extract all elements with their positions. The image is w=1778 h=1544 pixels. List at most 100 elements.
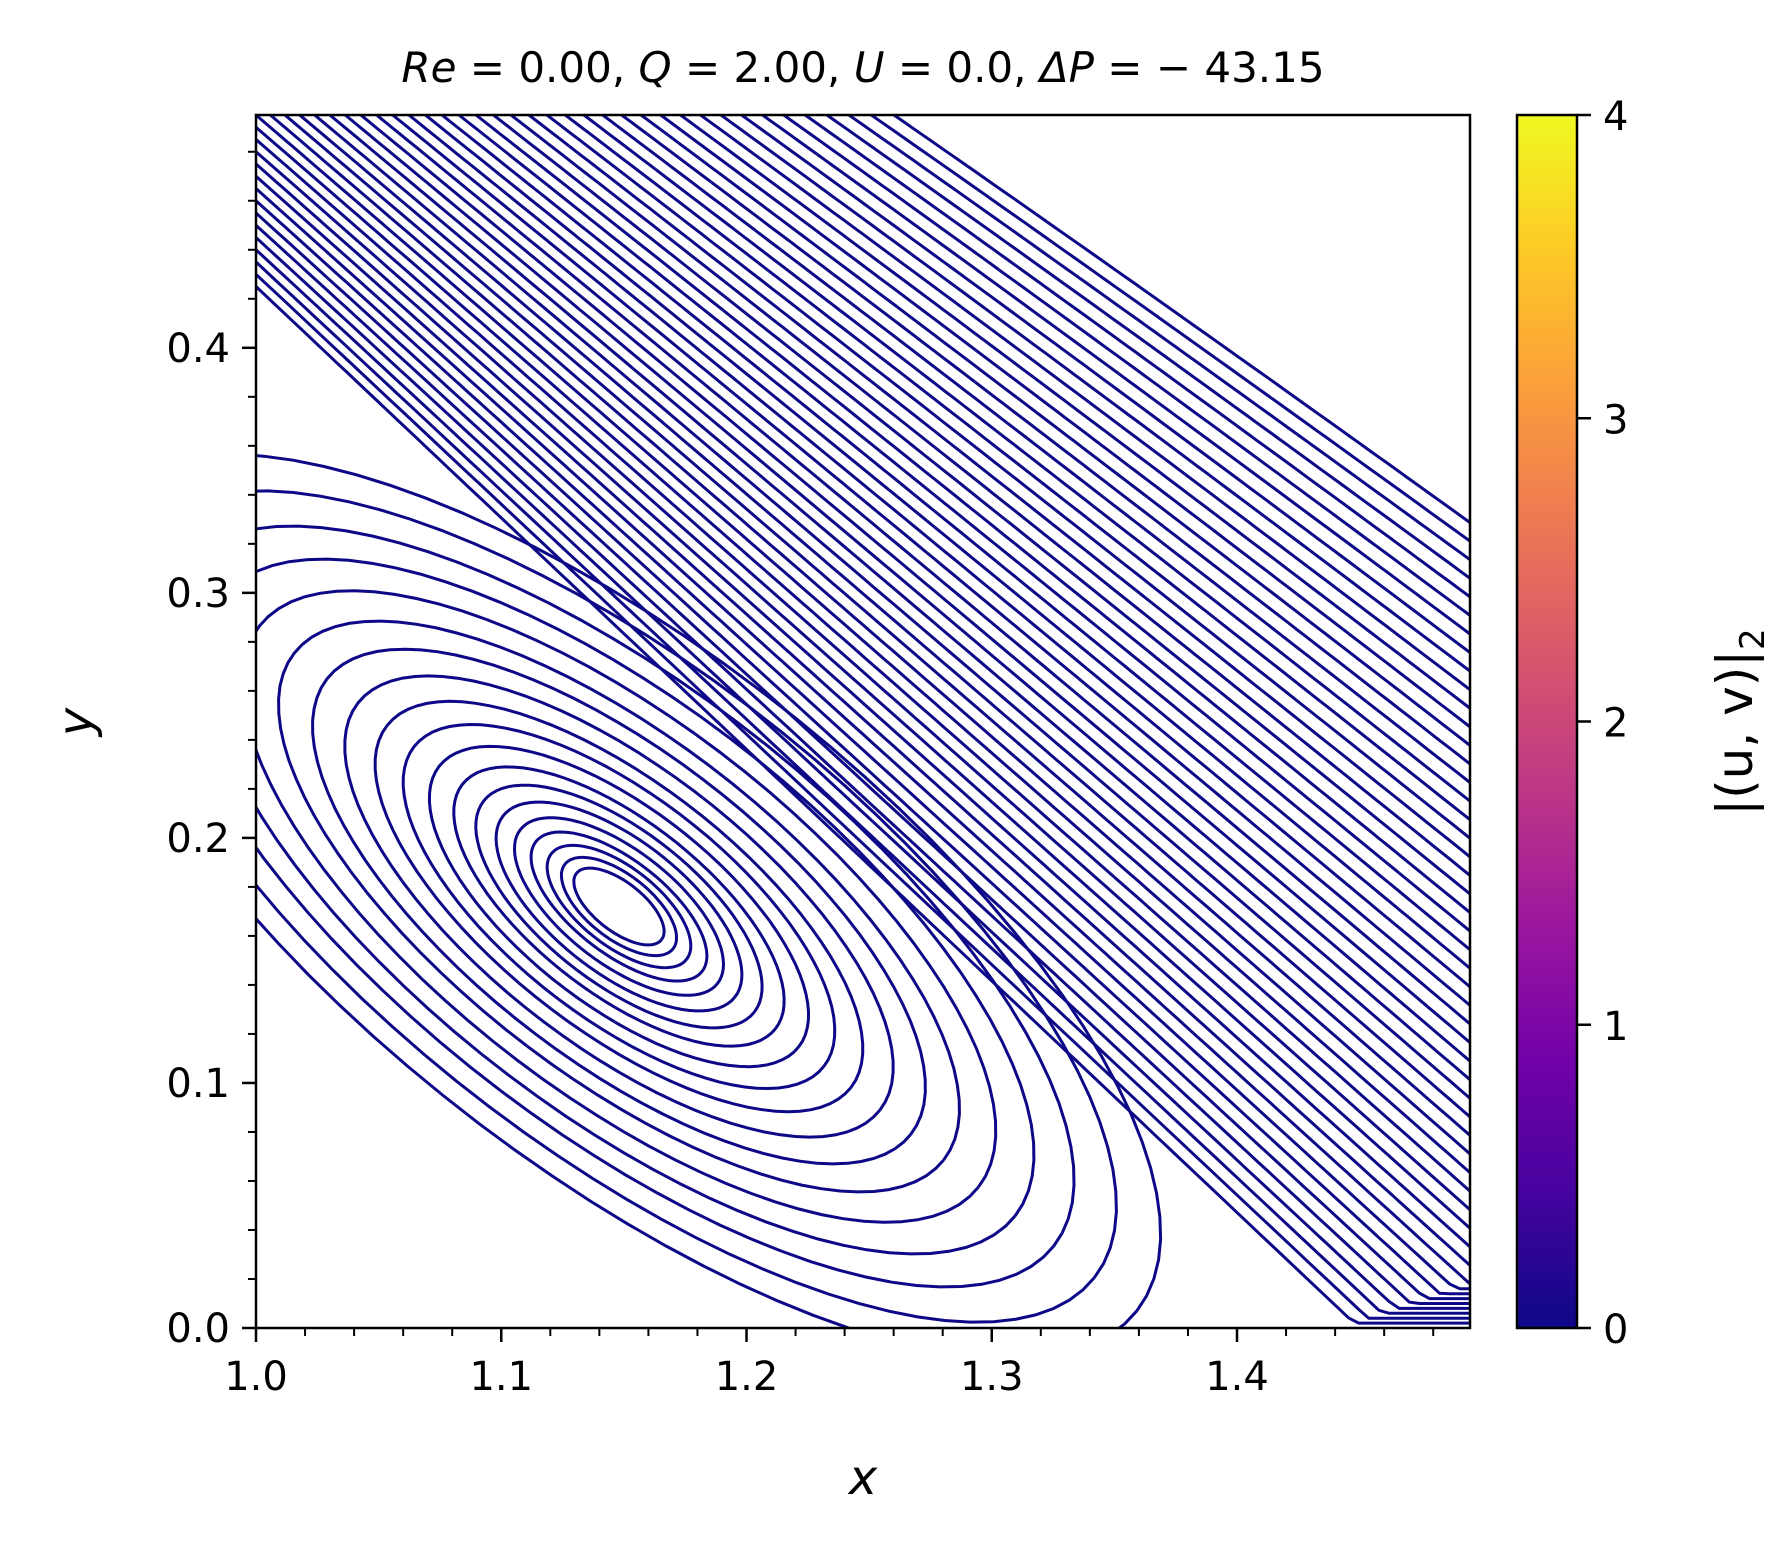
outer-streamline bbox=[256, 115, 1470, 1174]
y-tick-label: 0.0 bbox=[166, 1306, 230, 1352]
outer-streamline bbox=[342, 115, 1470, 1063]
outer-streamline bbox=[846, 115, 1470, 561]
outer-streamline bbox=[390, 115, 1470, 1007]
colorbar-label: |(u, v)|2 bbox=[1706, 628, 1773, 815]
outer-streamline bbox=[802, 115, 1470, 599]
vortex-streamline bbox=[256, 589, 998, 1224]
outer-streamline bbox=[256, 211, 1470, 1296]
outer-streamline bbox=[256, 150, 1470, 1230]
outer-streamline bbox=[508, 115, 1470, 877]
outer-streamline bbox=[562, 115, 1470, 821]
title-q-value: = 2.00, bbox=[672, 43, 854, 92]
outer-streamline bbox=[256, 285, 1470, 1325]
outer-streamline bbox=[268, 115, 1470, 1156]
y-tick-label: 0.2 bbox=[166, 816, 230, 862]
outer-streamline bbox=[358, 115, 1470, 1044]
title-re: Re bbox=[401, 43, 456, 92]
vortex-streamline bbox=[427, 744, 811, 1069]
vortex-streamline bbox=[512, 816, 726, 997]
outer-streamline bbox=[256, 138, 1470, 1211]
vortex-streamline bbox=[559, 855, 679, 958]
title-q: Q bbox=[639, 43, 672, 92]
title-re-value: = 0.00, bbox=[456, 43, 638, 92]
colorbar-label-main: |(u, v)| bbox=[1706, 650, 1764, 816]
outer-streamline bbox=[256, 273, 1470, 1320]
title-dp-value: = − 43.15 bbox=[1094, 43, 1325, 92]
outer-streamline bbox=[781, 115, 1470, 617]
vortex-streamline bbox=[572, 866, 666, 947]
outer-streamline bbox=[868, 115, 1470, 543]
outer-streamline bbox=[256, 187, 1470, 1286]
vortex-streamline bbox=[256, 489, 1118, 1324]
outer-streamline bbox=[581, 115, 1470, 803]
title-u: U bbox=[854, 43, 885, 92]
outer-streamline bbox=[526, 115, 1470, 859]
axis-ticks: 1.0 1.1 1.2 1.3 1.4 0.0 0.1 0.2 0.3 0.4 bbox=[166, 150, 1435, 1400]
outer-streamline bbox=[619, 115, 1470, 766]
outer-streamline bbox=[256, 224, 1470, 1301]
outer-streamline bbox=[824, 115, 1470, 580]
outer-streamline bbox=[456, 115, 1470, 933]
outer-streamline bbox=[374, 115, 1470, 1026]
outer-streamline bbox=[312, 115, 1470, 1100]
vortex-streamline bbox=[311, 647, 927, 1166]
outer-streamline bbox=[638, 115, 1470, 747]
x-tick-label: 1.3 bbox=[960, 1354, 1024, 1400]
outer-streamline bbox=[677, 115, 1470, 710]
outer-streamline bbox=[600, 115, 1470, 784]
y-axis-label: y bbox=[48, 707, 104, 738]
outer-streamline bbox=[490, 115, 1470, 896]
outer-streamline bbox=[256, 260, 1470, 1315]
plot-frame bbox=[254, 113, 1472, 1330]
colorbar-tick-label: 0 bbox=[1603, 1307, 1628, 1353]
colorbar-tick-label: 3 bbox=[1603, 397, 1628, 443]
vortex-streamline bbox=[343, 674, 895, 1139]
outer-streamline bbox=[256, 248, 1470, 1310]
vortex-streamline bbox=[256, 557, 1036, 1256]
outer-streamline bbox=[759, 115, 1470, 636]
colorbar-tick-label: 4 bbox=[1603, 94, 1628, 140]
title-u-value: = 0.0, bbox=[884, 43, 1039, 92]
vortex-streamline bbox=[545, 843, 693, 970]
outer-streamline bbox=[297, 115, 1470, 1119]
outer-streamline bbox=[422, 115, 1470, 970]
outer-streamline bbox=[891, 115, 1470, 524]
colorbar-ticks: 0 1 2 3 4 bbox=[1577, 94, 1628, 1353]
outer-streamline bbox=[256, 175, 1470, 1267]
outer-streamline bbox=[439, 115, 1470, 951]
vortex-streamline bbox=[373, 699, 865, 1114]
outer-streamline bbox=[256, 126, 1470, 1193]
streamlines-group bbox=[256, 115, 1470, 1328]
vortex-streamline bbox=[452, 765, 786, 1048]
x-tick-label: 1.4 bbox=[1205, 1354, 1269, 1400]
outer-streamline bbox=[282, 115, 1470, 1137]
y-tick-label: 0.4 bbox=[166, 326, 230, 372]
outer-streamline bbox=[256, 162, 1470, 1249]
vortex-streamline bbox=[401, 722, 837, 1091]
outer-streamline bbox=[698, 115, 1470, 691]
outer-streamline bbox=[256, 199, 1470, 1291]
title-dp: ΔP bbox=[1037, 43, 1095, 92]
vortex-streamline bbox=[256, 454, 1163, 1328]
vortex-streamline bbox=[474, 783, 764, 1030]
outer-streamline bbox=[327, 115, 1470, 1081]
vortex-streamline bbox=[277, 619, 961, 1194]
outer-streamline bbox=[658, 115, 1470, 729]
outer-streamline bbox=[544, 115, 1470, 840]
colorbar bbox=[1515, 113, 1579, 1330]
outer-streamline bbox=[739, 115, 1470, 654]
colorbar-label-subscript: 2 bbox=[1733, 628, 1773, 650]
outer-streamline bbox=[256, 236, 1470, 1305]
colorbar-tick-label: 1 bbox=[1603, 1004, 1628, 1050]
chart-title: Re = 0.00, Q = 2.00, U = 0.0, ΔP = − 43.… bbox=[401, 43, 1324, 92]
vortex-streamline bbox=[529, 830, 709, 983]
outer-streamline bbox=[473, 115, 1470, 914]
x-axis-label: x bbox=[847, 1450, 878, 1506]
outer-streamline bbox=[718, 115, 1470, 673]
x-tick-label: 1.1 bbox=[469, 1354, 533, 1400]
vortex-streamline bbox=[494, 800, 744, 1013]
y-tick-label: 0.3 bbox=[166, 571, 230, 617]
x-tick-label: 1.0 bbox=[224, 1354, 288, 1400]
outer-streamline bbox=[406, 115, 1470, 989]
